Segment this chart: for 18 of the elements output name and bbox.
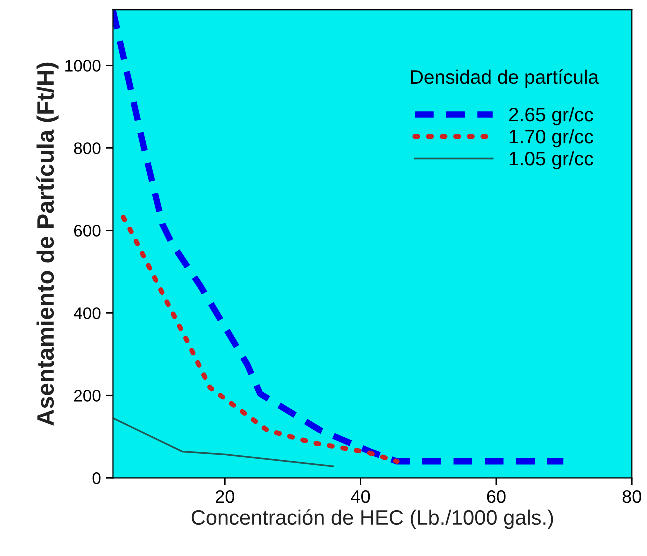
y-tick-label: 600 — [74, 225, 101, 237]
line-series — [120, 215, 400, 464]
y-tick-label: 200 — [74, 390, 101, 402]
y-tick-label: 400 — [74, 308, 101, 320]
y-tick-label: 0 — [92, 472, 101, 484]
x-axis-title: Concentración de HEC (Lb./1000 gals.) — [192, 510, 554, 530]
x-tick-label: 20 — [216, 490, 234, 504]
y-tick-label: 800 — [74, 142, 101, 154]
x-tick-label: 60 — [487, 490, 506, 504]
legend-label: 1.05 gr/cc — [510, 151, 594, 170]
legend-title: Densidad de partícula — [411, 70, 600, 88]
y-tick-label: 1000 — [66, 60, 101, 72]
line-series — [113, 418, 335, 468]
legend-label: 2.65 gr/cc — [509, 107, 594, 126]
x-tick-label: 40 — [351, 490, 370, 504]
y-axis-title: Asentamiento de Partícula (Ft/H) — [36, 62, 59, 426]
legend-label: 1.70 gr/cc — [510, 129, 594, 148]
x-tick-label: 80 — [622, 490, 642, 504]
